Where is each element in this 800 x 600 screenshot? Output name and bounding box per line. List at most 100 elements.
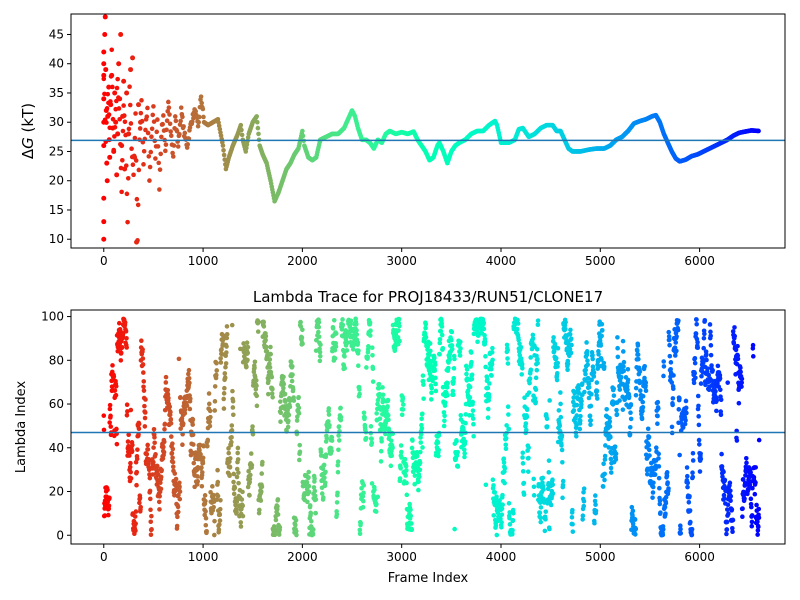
lambda-axes-frame (70, 309, 786, 545)
lambda-point (602, 453, 608, 459)
lambda-point (590, 352, 595, 358)
lambda-point (433, 388, 439, 394)
lambda-point (107, 420, 112, 425)
lambda-point (440, 345, 446, 351)
lambda-point (615, 354, 621, 360)
lambda-point (533, 399, 538, 405)
lambda-point (356, 348, 361, 353)
lambda-point (400, 407, 406, 412)
lambda-point (216, 527, 222, 532)
lambda-point (170, 455, 175, 461)
lambda-point (149, 513, 154, 519)
lambda-point (267, 357, 273, 362)
lambda-point (481, 320, 486, 326)
lambda-point (116, 320, 122, 326)
lambda-point (409, 445, 415, 451)
delta-g-point (170, 154, 176, 159)
lambda-point (231, 412, 236, 418)
lambda-point (673, 340, 679, 345)
lambda-point (213, 372, 219, 378)
lambda-point (197, 447, 202, 453)
lambda-point (749, 523, 755, 529)
lambda-point (525, 469, 531, 474)
lambda-point (467, 384, 473, 390)
lambda-point (338, 405, 343, 411)
lambda-point (541, 487, 546, 492)
lambda-point (212, 384, 218, 389)
lambda-point (719, 451, 724, 457)
lambda-point (203, 522, 209, 528)
lambda-point (231, 491, 237, 497)
lambda-point (547, 398, 552, 403)
lambda-point (748, 479, 753, 485)
lambda-point (210, 484, 215, 489)
lambda-point (690, 470, 695, 476)
delta-g-point (121, 103, 126, 108)
delta-g-point (101, 219, 107, 225)
lambda-point (229, 428, 235, 433)
lambda-point (326, 419, 331, 424)
lambda-point (265, 391, 271, 397)
lambda-point (110, 363, 115, 368)
lambda-point (263, 337, 268, 343)
lambda-point (128, 469, 133, 475)
lambda-point (696, 403, 701, 409)
lambda-point (240, 489, 245, 495)
delta-g-point (125, 219, 130, 225)
lambda-point (485, 406, 491, 412)
delta-g-point (103, 108, 109, 114)
lambda-point (577, 418, 583, 424)
lambda-point (362, 415, 367, 420)
lambda-point (565, 367, 570, 373)
lambda-point (246, 468, 251, 474)
lambda-point (234, 466, 240, 472)
lambda-point (112, 388, 118, 393)
lambda-point (633, 385, 639, 391)
lambda-point (586, 381, 592, 387)
lambda-point (202, 493, 208, 498)
lambda-point (732, 325, 737, 330)
lambda-point (219, 347, 224, 352)
lambda-point (360, 494, 366, 499)
lambda-point (316, 329, 321, 335)
delta-g-point (155, 117, 160, 122)
lambda-point (221, 406, 227, 411)
delta-g-point (130, 162, 136, 167)
lambda-point (557, 423, 563, 429)
lambda-point (241, 341, 246, 346)
lambda-point (447, 357, 452, 362)
lambda-point (187, 380, 192, 386)
delta-g-point (200, 106, 206, 112)
lambda-point (215, 467, 220, 473)
delta-g-point (172, 114, 178, 119)
lambda-point (517, 341, 522, 347)
lambda-point (200, 455, 206, 461)
delta-g-point (220, 143, 226, 148)
delta-g-point (145, 105, 150, 111)
lambda-point (534, 346, 540, 352)
lambda-point (449, 343, 455, 348)
lambda-point (676, 318, 681, 323)
lambda-point (269, 391, 275, 396)
lambda-point (715, 380, 720, 386)
lambda-point (281, 381, 287, 387)
lambda-point (161, 449, 167, 455)
lambda-point (176, 356, 182, 362)
lambda-point (471, 421, 476, 427)
lambda-point (312, 493, 318, 499)
lambda-point (674, 334, 679, 339)
lambda-point (386, 417, 391, 423)
lambda-point (560, 459, 565, 465)
lambda-point (555, 370, 560, 376)
lambda-point (106, 503, 112, 509)
lambda-point (485, 415, 491, 420)
lambda-point (429, 390, 434, 396)
delta-g-point (110, 125, 116, 131)
lambda-point (587, 413, 593, 419)
delta-g-point (238, 122, 244, 128)
delta-g-point (167, 112, 172, 117)
delta-g-point (108, 102, 114, 108)
lambda-point (111, 374, 117, 379)
lambda-point (436, 453, 441, 459)
lambda-point (307, 503, 313, 508)
